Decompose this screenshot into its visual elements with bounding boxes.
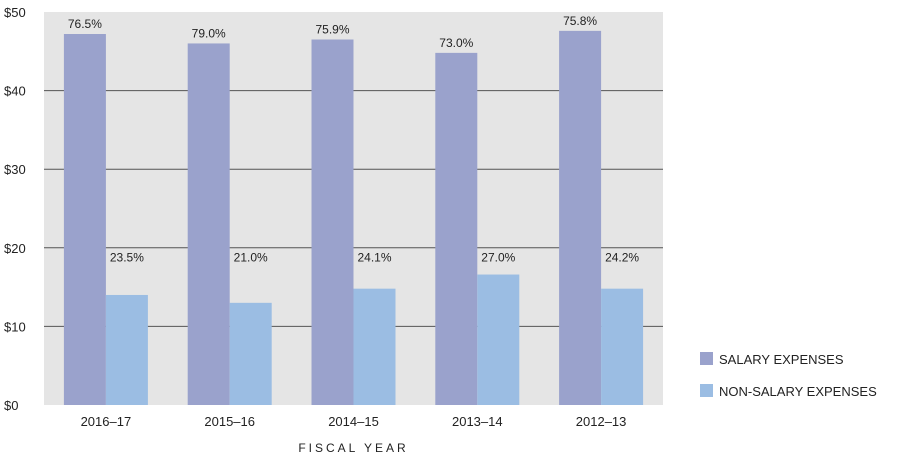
- salary-bar: [311, 39, 354, 405]
- data-label: 76.5%: [68, 17, 102, 31]
- legend-label: NON-SALARY EXPENSES: [719, 384, 877, 399]
- data-label: 75.8%: [563, 14, 597, 28]
- data-label: 23.5%: [110, 250, 144, 264]
- x-axis-ticks: 2016–17 2015–16 2014–15 2013–14 2012–13: [81, 414, 627, 429]
- non-salary-bar: [229, 302, 272, 405]
- bars: [63, 30, 644, 406]
- x-axis-title: FISCAL YEAR: [298, 441, 408, 455]
- y-tick-label: $0: [4, 398, 18, 413]
- x-tick-label: 2012–13: [576, 414, 627, 429]
- non-salary-bar: [353, 288, 396, 405]
- salary-bar: [559, 30, 602, 405]
- legend: SALARY EXPENSES NON-SALARY EXPENSES: [700, 352, 877, 399]
- data-label: 79.0%: [192, 26, 226, 40]
- y-tick-label: $20: [4, 241, 26, 256]
- data-label: 73.0%: [439, 36, 473, 50]
- data-label: 24.2%: [605, 250, 639, 264]
- y-tick-label: $40: [4, 84, 26, 99]
- data-label: 21.0%: [234, 250, 268, 264]
- non-salary-bar: [477, 274, 520, 405]
- y-tick-label: $10: [4, 319, 26, 334]
- data-label: 75.9%: [315, 23, 349, 37]
- y-axis-ticks: $0 $10 $20 $30 $40 $50: [4, 5, 26, 413]
- salary-bar: [187, 43, 230, 405]
- data-label: 24.1%: [357, 250, 391, 264]
- legend-swatch: [700, 352, 713, 365]
- x-tick-label: 2015–16: [204, 414, 255, 429]
- x-tick-label: 2013–14: [452, 414, 503, 429]
- legend-label: SALARY EXPENSES: [719, 352, 844, 367]
- data-labels: 76.5% 23.5% 79.0% 21.0% 75.9% 24.1% 73.0% 27.0%…: [68, 14, 640, 265]
- non-salary-bar: [601, 288, 644, 405]
- y-tick-label: $30: [4, 162, 26, 177]
- salary-bar: [435, 52, 478, 405]
- non-salary-bar: [105, 294, 148, 405]
- legend-swatch: [700, 384, 713, 397]
- data-label: 27.0%: [481, 250, 515, 264]
- x-tick-label: 2016–17: [81, 414, 132, 429]
- y-tick-label: $50: [4, 5, 26, 20]
- x-tick-label: 2014–15: [328, 414, 379, 429]
- salary-bar: [63, 34, 106, 406]
